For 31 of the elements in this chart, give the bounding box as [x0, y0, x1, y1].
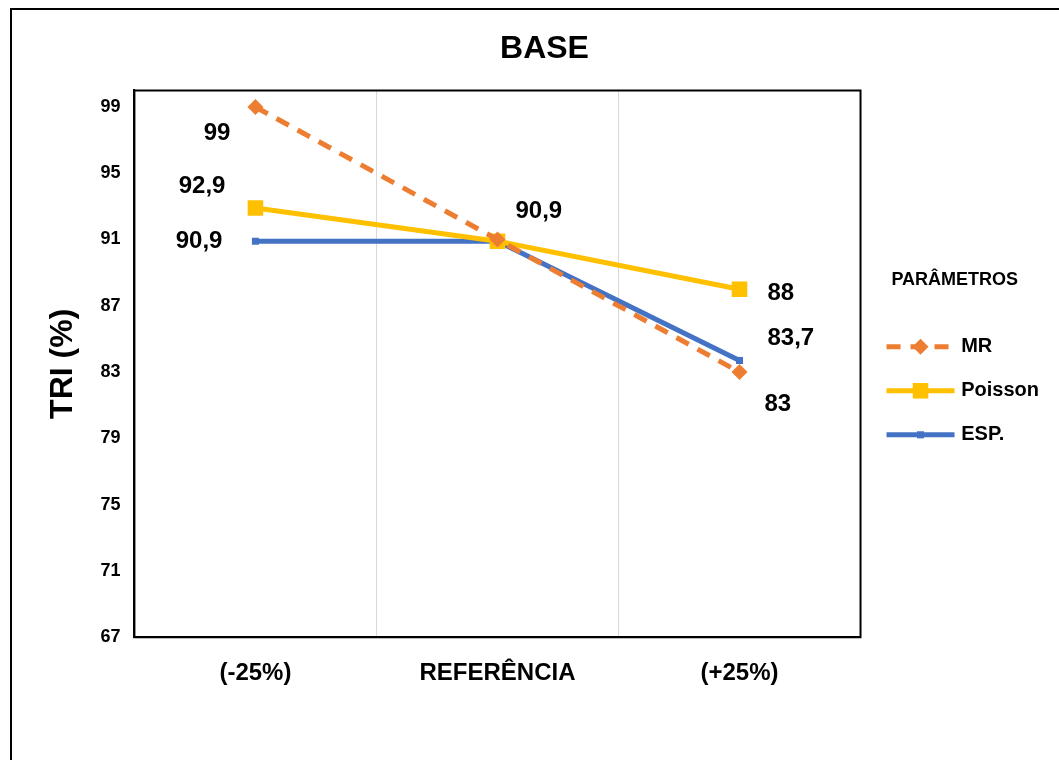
data-label: 92,9 [178, 170, 226, 198]
y-tick-label: 75 [100, 493, 121, 514]
y-tick-label: 67 [100, 626, 121, 647]
y-tick-label: 79 [100, 427, 121, 448]
point [731, 281, 748, 298]
x-tick-label: (+25%) [700, 658, 779, 686]
data-label: 83,7 [767, 323, 815, 351]
point [735, 356, 744, 365]
data-label: 83 [764, 388, 792, 416]
x-tick-label: REFERÊNCIA [419, 658, 576, 686]
data-label: 90,9 [175, 225, 223, 253]
legend-label: Poisson [894, 378, 1040, 401]
y-tick-label: 91 [100, 228, 121, 249]
legend-label: ESP. [894, 422, 1005, 445]
y-tick-label: 99 [100, 95, 121, 116]
y-tick-label: 71 [100, 559, 121, 580]
legend-title: PARÂMETROS [891, 268, 1019, 290]
point [251, 237, 259, 245]
data-label: 88 [767, 277, 795, 305]
chart-title: BASE [500, 29, 589, 66]
point [247, 98, 264, 115]
x-tick-label: (-25%) [219, 658, 292, 686]
y-tick-label: 95 [100, 162, 121, 183]
point [731, 364, 748, 381]
y-tick-label: 87 [100, 294, 121, 315]
y-axis-title: TRI (%) [43, 308, 80, 419]
point [247, 200, 264, 216]
data-label: 99 [203, 117, 231, 145]
legend-label: MR [894, 334, 993, 357]
data-label: 90,9 [515, 195, 563, 223]
y-tick-label: 83 [100, 361, 121, 382]
